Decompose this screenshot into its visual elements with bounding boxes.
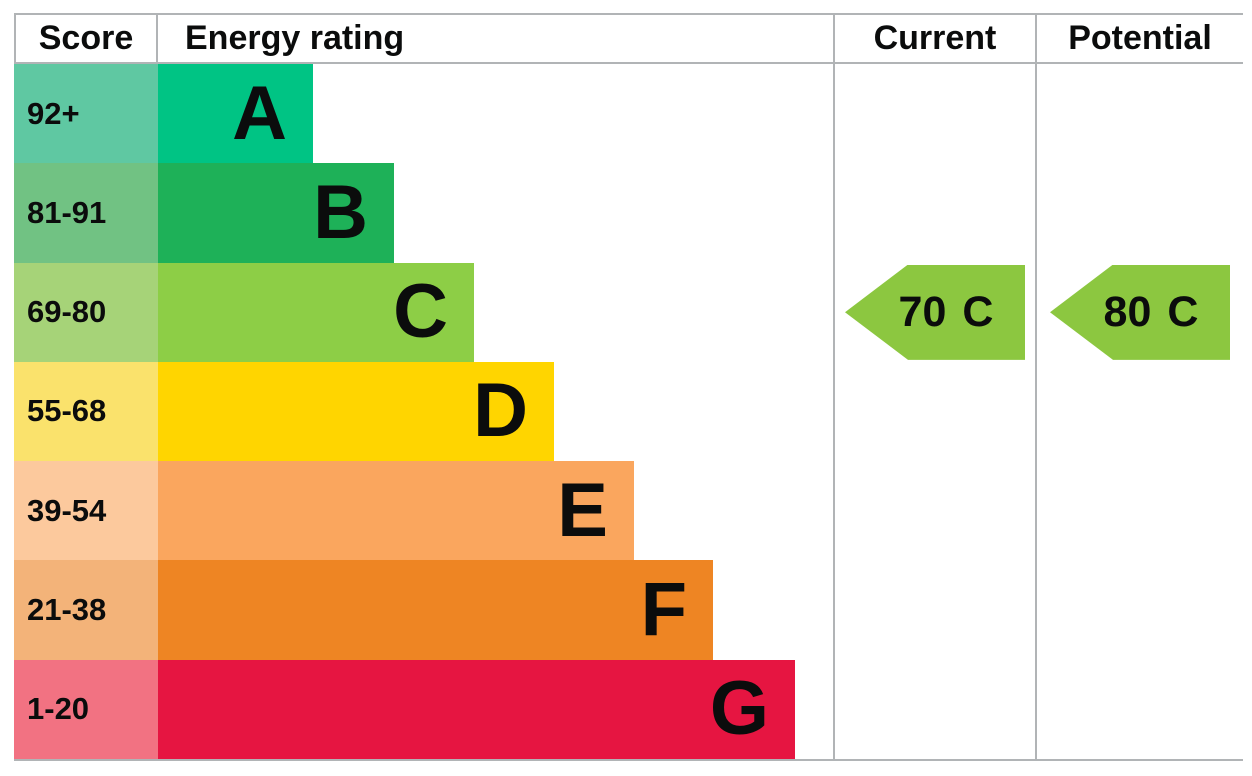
- energy-rating-column-header: Energy rating: [158, 15, 833, 64]
- energy-band-letter: D: [473, 368, 528, 454]
- potential-cell-g: [1035, 659, 1243, 759]
- score-range-label: 1-20: [27, 691, 90, 727]
- current-cell-a: [833, 64, 1035, 164]
- energy-band-cell-f: F: [158, 560, 833, 660]
- potential-column-header: Potential: [1035, 15, 1243, 64]
- potential-cell-a: [1035, 64, 1243, 164]
- score-range-label: 55-68: [27, 393, 107, 429]
- current-cell-g: [833, 659, 1035, 759]
- current-header-label: Current: [873, 19, 997, 57]
- energy-band-cell-c: C: [158, 262, 833, 362]
- energy-band-bar-e: E: [158, 461, 634, 561]
- energy-band-letter: E: [557, 467, 608, 553]
- potential-cell-f: [1035, 560, 1243, 660]
- potential-cell-c: 80 C: [1035, 262, 1243, 362]
- potential-rating-value: 80: [1103, 287, 1152, 336]
- current-cell-d: [833, 361, 1035, 462]
- energy-band-letter: F: [640, 567, 687, 653]
- score-range-cell-g: 1-20: [14, 659, 158, 759]
- current-rating-arrow: 70 C: [845, 264, 1025, 360]
- energy-band-cell-a: A: [158, 64, 833, 164]
- potential-cell-e: [1035, 461, 1243, 561]
- score-range-label: 92+: [27, 95, 80, 131]
- score-header-label: Score: [38, 19, 134, 57]
- energy-band-letter: B: [313, 169, 368, 255]
- energy-band-letter: G: [709, 666, 769, 752]
- current-cell-f: [833, 560, 1035, 660]
- energy-band-letter: A: [232, 70, 287, 156]
- energy-band-bar-b: B: [158, 163, 394, 263]
- current-rating-value: 70: [898, 287, 947, 336]
- energy-band-bar-a: A: [158, 64, 313, 164]
- score-range-cell-d: 55-68: [14, 361, 158, 462]
- energy-band-bar-d: D: [158, 361, 554, 462]
- current-column-header: Current: [833, 15, 1035, 64]
- energy-band-cell-d: D: [158, 361, 833, 462]
- energy-rating-header-label: Energy rating: [185, 19, 405, 57]
- potential-rating-letter: C: [1167, 287, 1199, 336]
- energy-band-cell-e: E: [158, 461, 833, 561]
- energy-band-bar-f: F: [158, 560, 713, 660]
- energy-band-bar-c: C: [158, 262, 474, 362]
- current-cell-b: [833, 163, 1035, 263]
- energy-band-cell-g: G: [158, 659, 833, 759]
- score-range-cell-c: 69-80: [14, 262, 158, 362]
- score-column-header: Score: [14, 15, 158, 64]
- score-range-cell-e: 39-54: [14, 461, 158, 561]
- potential-cell-b: [1035, 163, 1243, 263]
- potential-rating-arrow: 80 C: [1050, 264, 1230, 360]
- score-range-label: 81-91: [27, 194, 107, 230]
- energy-band-letter: C: [393, 269, 448, 355]
- epc-table: Score Energy rating Current Potential 92…: [14, 13, 1243, 761]
- score-range-cell-f: 21-38: [14, 560, 158, 660]
- potential-header-label: Potential: [1068, 19, 1212, 57]
- current-rating-letter: C: [962, 287, 994, 336]
- energy-band-bar-g: G: [158, 659, 795, 759]
- score-range-label: 21-38: [27, 592, 107, 628]
- score-range-cell-b: 81-91: [14, 163, 158, 263]
- potential-cell-d: [1035, 361, 1243, 462]
- energy-band-cell-b: B: [158, 163, 833, 263]
- score-range-cell-a: 92+: [14, 64, 158, 164]
- current-cell-e: [833, 461, 1035, 561]
- score-range-label: 39-54: [27, 492, 107, 528]
- score-range-label: 69-80: [27, 294, 107, 330]
- current-cell-c: 70 C: [833, 262, 1035, 362]
